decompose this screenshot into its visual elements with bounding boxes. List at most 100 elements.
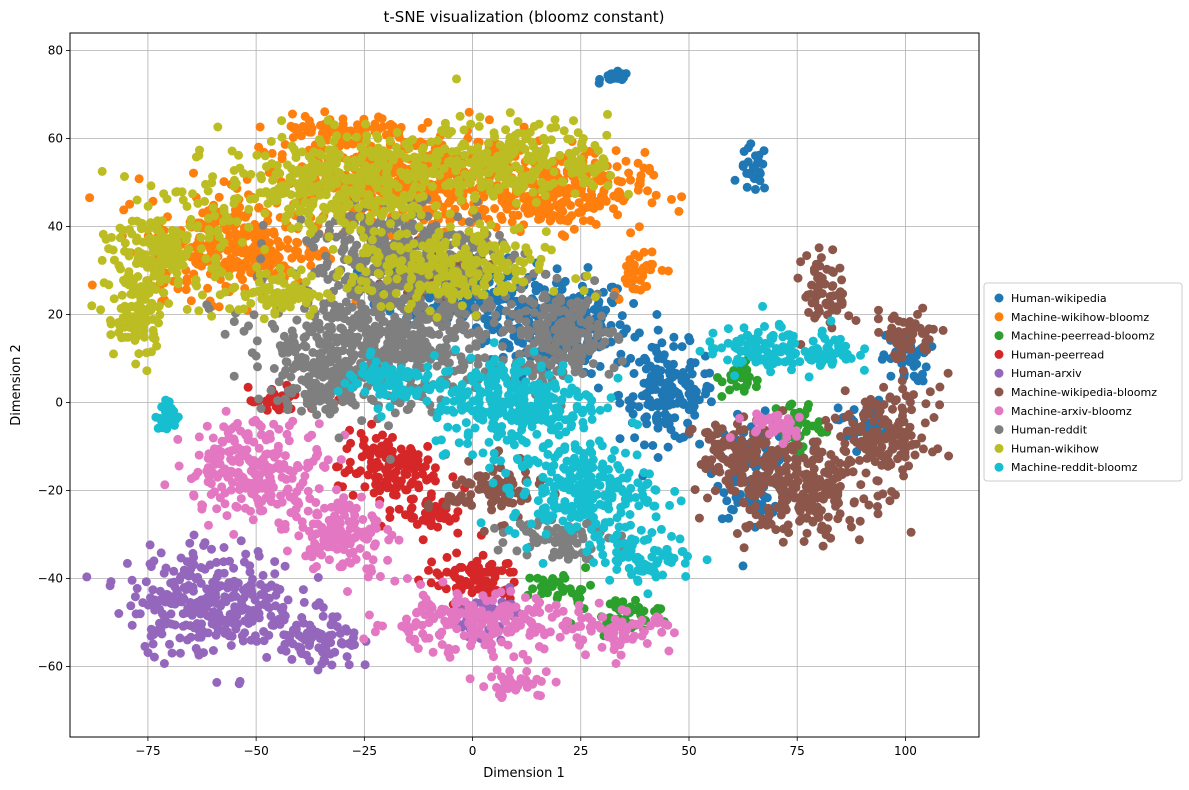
data-point bbox=[653, 325, 663, 335]
data-point bbox=[659, 386, 669, 395]
data-point bbox=[629, 369, 639, 378]
data-point bbox=[232, 260, 242, 270]
data-point bbox=[292, 237, 301, 247]
data-point bbox=[334, 433, 344, 443]
data-point bbox=[186, 632, 196, 642]
data-point bbox=[719, 488, 729, 498]
data-point bbox=[387, 447, 396, 457]
data-point bbox=[243, 382, 253, 392]
data-point bbox=[793, 273, 803, 283]
data-point bbox=[297, 613, 307, 622]
data-point bbox=[742, 168, 752, 178]
data-point bbox=[885, 333, 895, 343]
data-point bbox=[339, 493, 349, 503]
data-point bbox=[268, 482, 278, 492]
data-point bbox=[905, 357, 915, 367]
data-point bbox=[303, 486, 313, 496]
data-point bbox=[232, 469, 242, 479]
data-point bbox=[674, 206, 684, 216]
data-point bbox=[812, 437, 822, 447]
data-point bbox=[886, 371, 896, 381]
data-point bbox=[830, 413, 840, 423]
data-point bbox=[456, 352, 466, 362]
data-point bbox=[423, 117, 433, 127]
data-point bbox=[835, 263, 845, 273]
data-point bbox=[393, 317, 403, 327]
data-point bbox=[898, 384, 908, 394]
data-point bbox=[450, 513, 460, 523]
data-point bbox=[165, 639, 174, 649]
data-point bbox=[792, 458, 802, 468]
data-point bbox=[426, 492, 436, 502]
data-point bbox=[650, 615, 660, 624]
data-point bbox=[552, 264, 562, 274]
data-point bbox=[227, 631, 237, 641]
data-point bbox=[634, 328, 644, 338]
data-point bbox=[356, 492, 366, 502]
data-point bbox=[530, 280, 540, 290]
data-point bbox=[470, 562, 480, 572]
data-point bbox=[840, 386, 850, 396]
data-point bbox=[727, 485, 737, 495]
data-point bbox=[497, 196, 507, 206]
data-point bbox=[879, 382, 889, 392]
data-point bbox=[265, 429, 275, 439]
data-point bbox=[524, 604, 534, 614]
data-point bbox=[448, 472, 458, 482]
data-point bbox=[678, 397, 688, 407]
data-point bbox=[807, 298, 817, 308]
data-point bbox=[341, 297, 351, 307]
data-point bbox=[306, 261, 316, 270]
data-point bbox=[873, 509, 883, 519]
data-point bbox=[882, 454, 892, 464]
data-point bbox=[324, 322, 333, 332]
data-point bbox=[629, 299, 639, 308]
data-point bbox=[353, 332, 363, 342]
data-point bbox=[105, 581, 115, 591]
data-point bbox=[351, 503, 361, 513]
data-point bbox=[246, 457, 256, 467]
data-point bbox=[283, 595, 293, 605]
data-point bbox=[479, 526, 489, 536]
data-point bbox=[197, 619, 207, 629]
data-point bbox=[487, 639, 496, 649]
data-point bbox=[653, 453, 663, 462]
data-point bbox=[220, 488, 230, 498]
data-point bbox=[114, 609, 124, 618]
data-point bbox=[256, 404, 266, 413]
data-point bbox=[771, 473, 781, 483]
data-point bbox=[477, 630, 487, 640]
data-point bbox=[258, 506, 268, 516]
data-point bbox=[885, 393, 895, 403]
data-point bbox=[528, 679, 538, 689]
data-point bbox=[211, 470, 221, 480]
data-point bbox=[181, 285, 191, 295]
data-point bbox=[634, 222, 644, 232]
data-point bbox=[538, 575, 548, 585]
data-point bbox=[442, 567, 452, 577]
data-point bbox=[583, 613, 593, 623]
data-point bbox=[740, 463, 750, 473]
data-point bbox=[247, 590, 257, 600]
data-point bbox=[745, 520, 755, 530]
data-point bbox=[663, 266, 673, 276]
data-point bbox=[616, 349, 626, 359]
data-point bbox=[536, 676, 546, 686]
data-point bbox=[475, 583, 485, 593]
data-point bbox=[547, 612, 557, 622]
data-point bbox=[507, 325, 517, 334]
data-point bbox=[437, 322, 447, 332]
data-point bbox=[887, 487, 897, 496]
data-point bbox=[214, 625, 224, 635]
data-point bbox=[175, 633, 185, 643]
data-point bbox=[624, 168, 634, 178]
data-point bbox=[241, 212, 251, 222]
data-point bbox=[185, 538, 195, 548]
data-point bbox=[575, 640, 584, 650]
data-point bbox=[314, 251, 324, 261]
data-point bbox=[441, 584, 451, 594]
data-point bbox=[436, 305, 446, 315]
data-point bbox=[929, 413, 939, 422]
data-point bbox=[266, 611, 276, 621]
data-point bbox=[214, 568, 224, 578]
